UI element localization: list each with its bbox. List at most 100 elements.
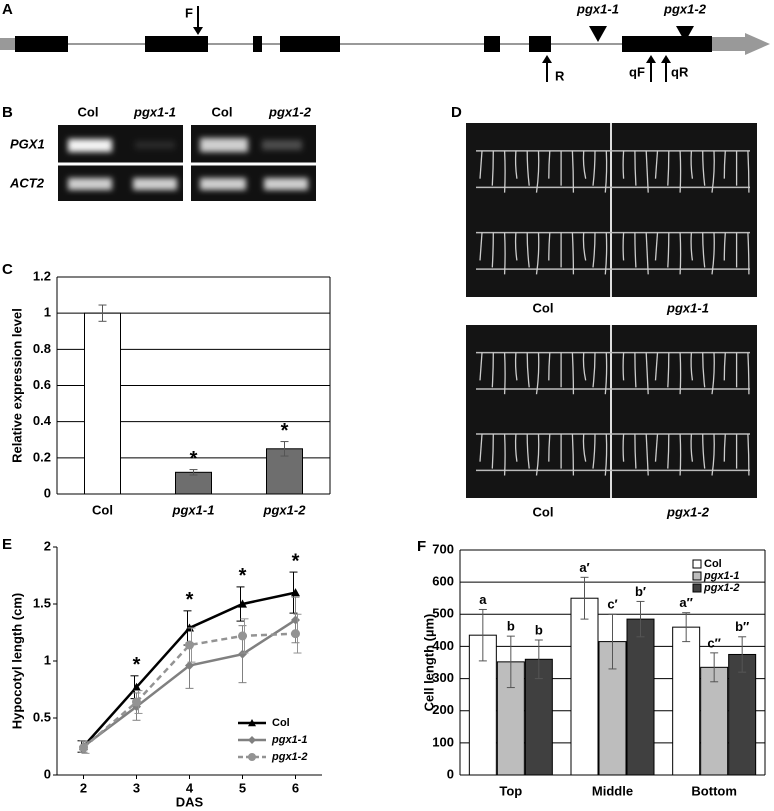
seedling — [582, 150, 587, 179]
seedling — [548, 232, 551, 261]
bar-letter: b′′ — [735, 619, 749, 634]
panel-label: C — [2, 261, 13, 278]
seedling — [514, 150, 518, 179]
seedling — [582, 352, 587, 381]
panel-label: D — [451, 104, 462, 121]
seedling — [679, 352, 682, 395]
y-tick-label: 0 — [44, 766, 51, 781]
primer-label: F — [185, 5, 193, 20]
legend-marker — [248, 753, 256, 761]
marker — [238, 599, 247, 608]
lane-label: Col — [212, 104, 233, 119]
bar — [570, 597, 599, 776]
gel — [58, 125, 316, 201]
seedling — [723, 150, 726, 179]
y-tick-label: 1 — [44, 305, 51, 320]
seedling — [535, 150, 540, 193]
seedling — [702, 433, 706, 469]
seedling — [604, 352, 608, 395]
legend-marker — [248, 719, 256, 727]
seedling — [582, 232, 587, 261]
x-axis-label: DAS — [176, 794, 204, 809]
y-tick-label: 500 — [432, 606, 454, 621]
x-tick-label: 2 — [80, 780, 87, 795]
seedling — [514, 232, 518, 261]
bar — [672, 626, 701, 776]
seedling — [679, 433, 682, 476]
y-tick-label: 0.8 — [33, 341, 51, 356]
y-tick-label: 1.2 — [33, 268, 51, 283]
seedling — [479, 150, 483, 179]
panel-label: B — [2, 104, 13, 121]
bar — [626, 618, 655, 776]
seedling — [622, 352, 625, 381]
seedling — [622, 150, 625, 179]
y-axis-label: Relative expression level — [9, 308, 24, 463]
seedling — [503, 150, 506, 193]
legend-label: pgx1-1 — [271, 734, 307, 746]
seedling — [654, 150, 659, 179]
lane-label: pgx1-1 — [133, 104, 176, 119]
photo-label: Col — [533, 504, 554, 519]
y-tick-label: 1 — [44, 652, 51, 667]
y-tick-label: 1.5 — [33, 595, 51, 610]
seedling — [690, 150, 694, 179]
utr — [0, 38, 16, 50]
x-tick-label: 3 — [133, 780, 140, 795]
insertion — [589, 26, 607, 42]
seedling — [491, 433, 494, 469]
seedling — [667, 232, 670, 268]
seedling — [592, 232, 596, 268]
seedling — [592, 352, 596, 388]
panel-label: E — [2, 536, 12, 553]
marker — [132, 682, 141, 691]
significance: * — [190, 448, 198, 470]
seedling — [535, 433, 540, 476]
photo-label: pgx1-1 — [666, 300, 709, 315]
seedling — [479, 433, 483, 462]
primer-label: qR — [671, 64, 689, 79]
seedling — [711, 232, 715, 275]
gene-label: ACT2 — [9, 175, 45, 190]
seedling — [702, 232, 706, 268]
seedling — [571, 433, 575, 476]
significance: * — [292, 550, 300, 572]
legend-label: pgx1-1 — [703, 570, 739, 582]
gene-label: PGX1 — [10, 136, 45, 151]
seedling — [667, 433, 670, 469]
x-tick-label: 5 — [239, 780, 246, 795]
y-tick-label: 0.5 — [33, 709, 51, 724]
bar-letter: a′ — [579, 560, 589, 575]
seedling — [514, 352, 518, 381]
seedling — [634, 352, 637, 388]
seedling — [711, 352, 715, 395]
marker — [79, 743, 88, 753]
seedling — [622, 232, 625, 261]
seedling — [479, 352, 483, 381]
seedling — [645, 352, 649, 395]
x-tick-label: 4 — [186, 780, 194, 795]
seedling — [503, 232, 506, 275]
legend-label: pgx1-2 — [271, 751, 307, 763]
legend-swatch — [692, 583, 702, 593]
lane-label: Col — [78, 104, 99, 119]
seedling — [634, 232, 637, 268]
y-tick-label: 0 — [447, 766, 454, 781]
seedling — [491, 232, 494, 268]
marker — [185, 661, 194, 671]
significance: * — [133, 654, 141, 676]
seedling-photos — [466, 123, 757, 498]
seedling — [548, 352, 551, 381]
seedling — [571, 150, 575, 193]
seedling — [604, 232, 608, 275]
y-tick-label: 0.2 — [33, 449, 51, 464]
seedling — [503, 352, 506, 395]
seedling — [571, 232, 575, 275]
seedling — [702, 150, 706, 186]
seedling — [535, 232, 540, 275]
seedling — [526, 433, 530, 469]
seedling — [723, 433, 726, 462]
significance: * — [281, 420, 289, 442]
y-tick-label: 300 — [432, 670, 454, 685]
